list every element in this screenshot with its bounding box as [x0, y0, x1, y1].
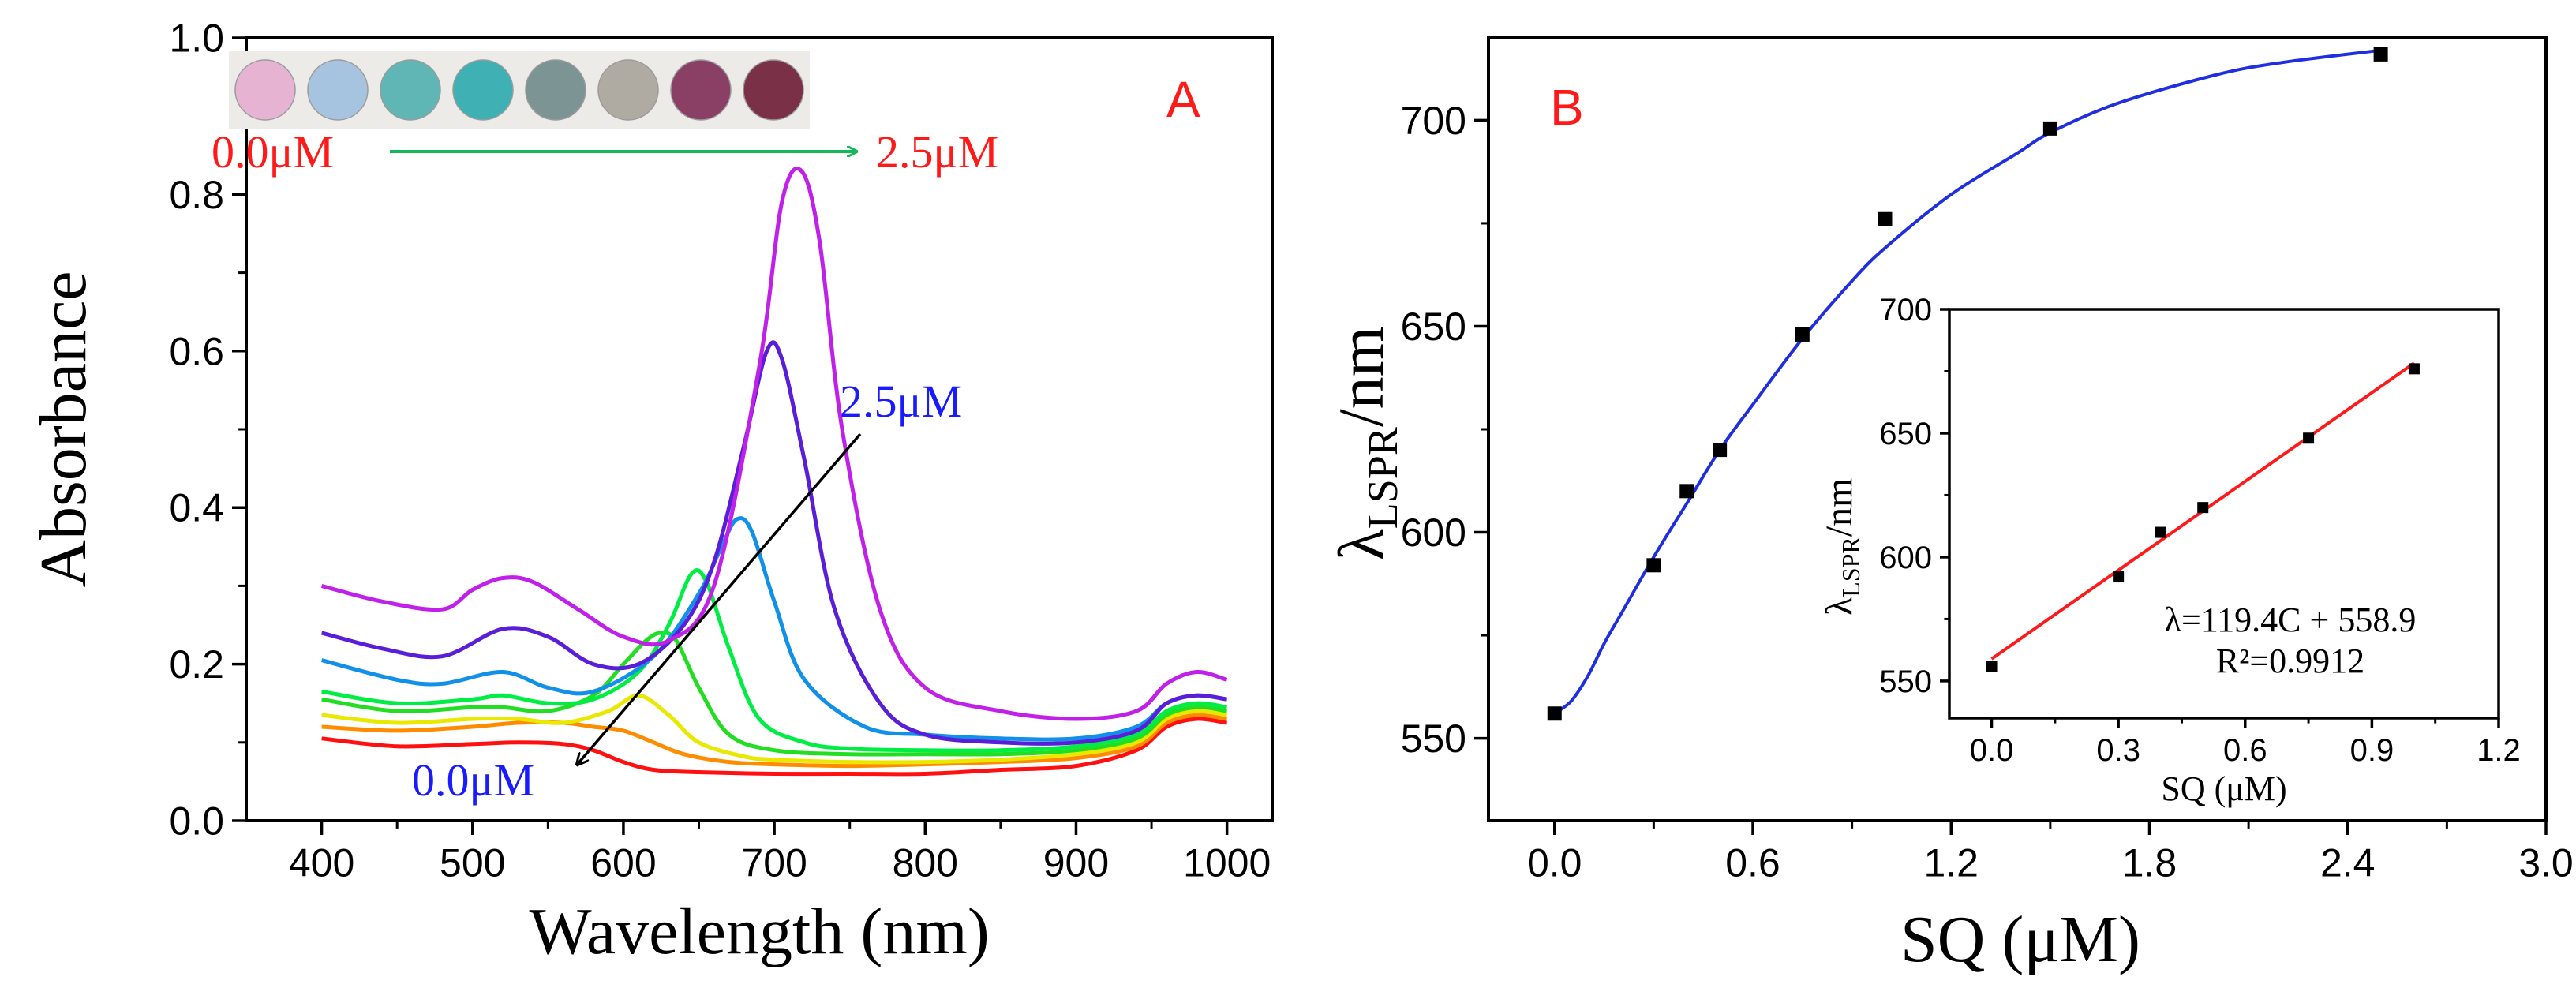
data-point: [1713, 443, 1728, 458]
inset-data-point: [2408, 363, 2420, 375]
color-swatch: [234, 59, 296, 121]
data-point: [1679, 484, 1694, 499]
panel-a-x-tick-label: 400: [289, 841, 354, 885]
color-swatch: [670, 59, 732, 121]
panel-b-x-tick-label: 0.6: [1725, 841, 1780, 885]
strip-start-label: 0.0μM: [212, 126, 334, 178]
spectrum-line: [321, 693, 1227, 765]
panel-b-y-tick-label: 650: [1401, 305, 1466, 349]
panel-a-label: A: [1166, 71, 1200, 128]
color-strip: [229, 51, 810, 129]
inset-equation: λ=119.4C + 558.9: [2165, 601, 2417, 639]
spectrum-line: [321, 713, 1227, 769]
inset-y-title-tail: /nm: [1818, 478, 1860, 537]
panel-a-x-tick-label: 600: [590, 841, 656, 885]
spectrum-line: [321, 631, 1227, 757]
inset-x-tick-label: 0.9: [2350, 733, 2394, 768]
concentration-arrow: [578, 432, 862, 764]
inset-ticks: 0.0 0.3 0.6 0.9 1.2 550 600 650 700: [1879, 293, 2521, 768]
inset-y-tick-label: 600: [1879, 541, 1932, 575]
inset-r-squared: R²=0.9912: [2216, 642, 2364, 680]
panel-b-y-tick-label: 550: [1401, 717, 1466, 761]
panel-b-x-axis-title: SQ (μM): [1900, 903, 2140, 976]
data-point: [1795, 327, 1810, 342]
color-swatch: [743, 59, 804, 121]
inset-data-point: [2155, 526, 2166, 538]
color-swatch: [597, 59, 659, 121]
panel-b-ticks: 0.0 0.6 1.2 1.8 2.4 3.0 550 600 650 700: [1401, 99, 2574, 885]
panel-a-series: [320, 167, 1228, 777]
panel-a-y-tick-label: 0.8: [169, 173, 224, 217]
panel-a-x-tick-label: 900: [1043, 841, 1109, 885]
data-point: [1547, 706, 1562, 721]
inset-plot-frame: [1948, 308, 2500, 720]
panel-a-y-tick-label: 0.6: [169, 329, 224, 373]
spectrum-line: [320, 167, 1228, 721]
color-swatch: [525, 59, 586, 121]
inset-x-tick-label: 0.0: [1970, 733, 2014, 768]
high-concentration-label: 2.5μM: [840, 376, 962, 427]
panel-b-x-tick-label: 0.0: [1527, 841, 1582, 885]
low-concentration-label: 0.0μM: [412, 754, 534, 806]
inset-y-title-main: λ: [1818, 597, 1860, 616]
spectrum-line: [320, 340, 1227, 746]
strip-end-label: 2.5μM: [876, 126, 998, 178]
spectrum-line: [321, 717, 1227, 777]
panel-b-x-tick-label: 3.0: [2518, 841, 2574, 885]
panel-b-points: [1547, 47, 2388, 721]
inset-data-point: [1986, 661, 1998, 672]
inset-data-point: [2303, 432, 2315, 444]
panel-b-x-tick-label: 1.2: [1923, 841, 1979, 885]
inset-points: [1986, 363, 2420, 672]
inset-plot: 0.0 0.3 0.6 0.9 1.2 550 600 650 700 λ=119.4C + 5…: [1818, 293, 2521, 808]
panel-a-y-tick-label: 0.0: [169, 799, 224, 844]
panel-b-y-tick-label: 700: [1401, 99, 1466, 143]
data-point: [2373, 47, 2388, 62]
panel-b-y-tick-label: 600: [1401, 511, 1466, 555]
inset-y-tick-label: 650: [1879, 417, 1932, 451]
panel-b-y-title-sub: LSPR: [1359, 427, 1406, 529]
inset-y-title-sub: LSPR: [1837, 537, 1865, 597]
spectrum-line: [320, 516, 1227, 742]
panel-a-x-tick-label: 800: [893, 841, 958, 885]
color-swatch: [452, 59, 514, 121]
panel-a-y-tick-label: 0.2: [169, 642, 224, 687]
panel-a: 400 500 600 700 800 900 1000 0.0 0.2 0.4 0.6 0.8 1.0…: [27, 17, 1274, 968]
inset-x-axis-title: SQ (μM): [2161, 769, 2286, 808]
panel-b-label: B: [1550, 79, 1584, 136]
data-point: [1878, 211, 1893, 226]
panel-b-fit-curve: [1553, 48, 2381, 715]
panel-b-y-title-tail: /nm: [1325, 327, 1397, 428]
data-point: [1646, 558, 1661, 573]
panel-a-ticks: 400 500 600 700 800 900 1000 0.0 0.2 0.4 0.6 0.8 1.0: [169, 17, 1271, 885]
panel-a-x-tick-label: 1000: [1183, 841, 1271, 885]
panel-a-y-axis-title: Absorbance: [27, 271, 100, 587]
panel-a-y-tick-label: 0.4: [169, 486, 224, 530]
data-point: [2042, 121, 2057, 136]
panel-a-x-axis-title: Wavelength (nm): [529, 895, 989, 968]
inset-y-tick-label: 700: [1879, 293, 1932, 327]
spectrum-line: [321, 568, 1228, 753]
inset-x-tick-label: 0.6: [2223, 733, 2267, 768]
color-swatch: [380, 59, 441, 121]
panel-b-x-tick-label: 2.4: [2320, 841, 2376, 885]
color-swatch: [307, 59, 369, 121]
inset-y-axis-title: λLSPR/nm: [1818, 478, 1865, 616]
inset-x-tick-label: 0.3: [2096, 733, 2140, 768]
panel-b-x-tick-label: 1.8: [2122, 841, 2177, 885]
inset-data-point: [2197, 502, 2209, 514]
panel-a-x-tick-label: 500: [440, 841, 505, 885]
panel-a-x-tick-label: 700: [741, 841, 807, 885]
inset-y-tick-label: 550: [1879, 664, 1932, 699]
inset-x-tick-label: 1.2: [2477, 733, 2521, 768]
panel-a-y-tick-label: 1.0: [169, 17, 224, 61]
panel-b-y-title-main: λ: [1325, 529, 1397, 560]
panel-b-y-axis-title: λLSPR/nm: [1325, 327, 1406, 560]
inset-data-point: [2113, 571, 2125, 583]
